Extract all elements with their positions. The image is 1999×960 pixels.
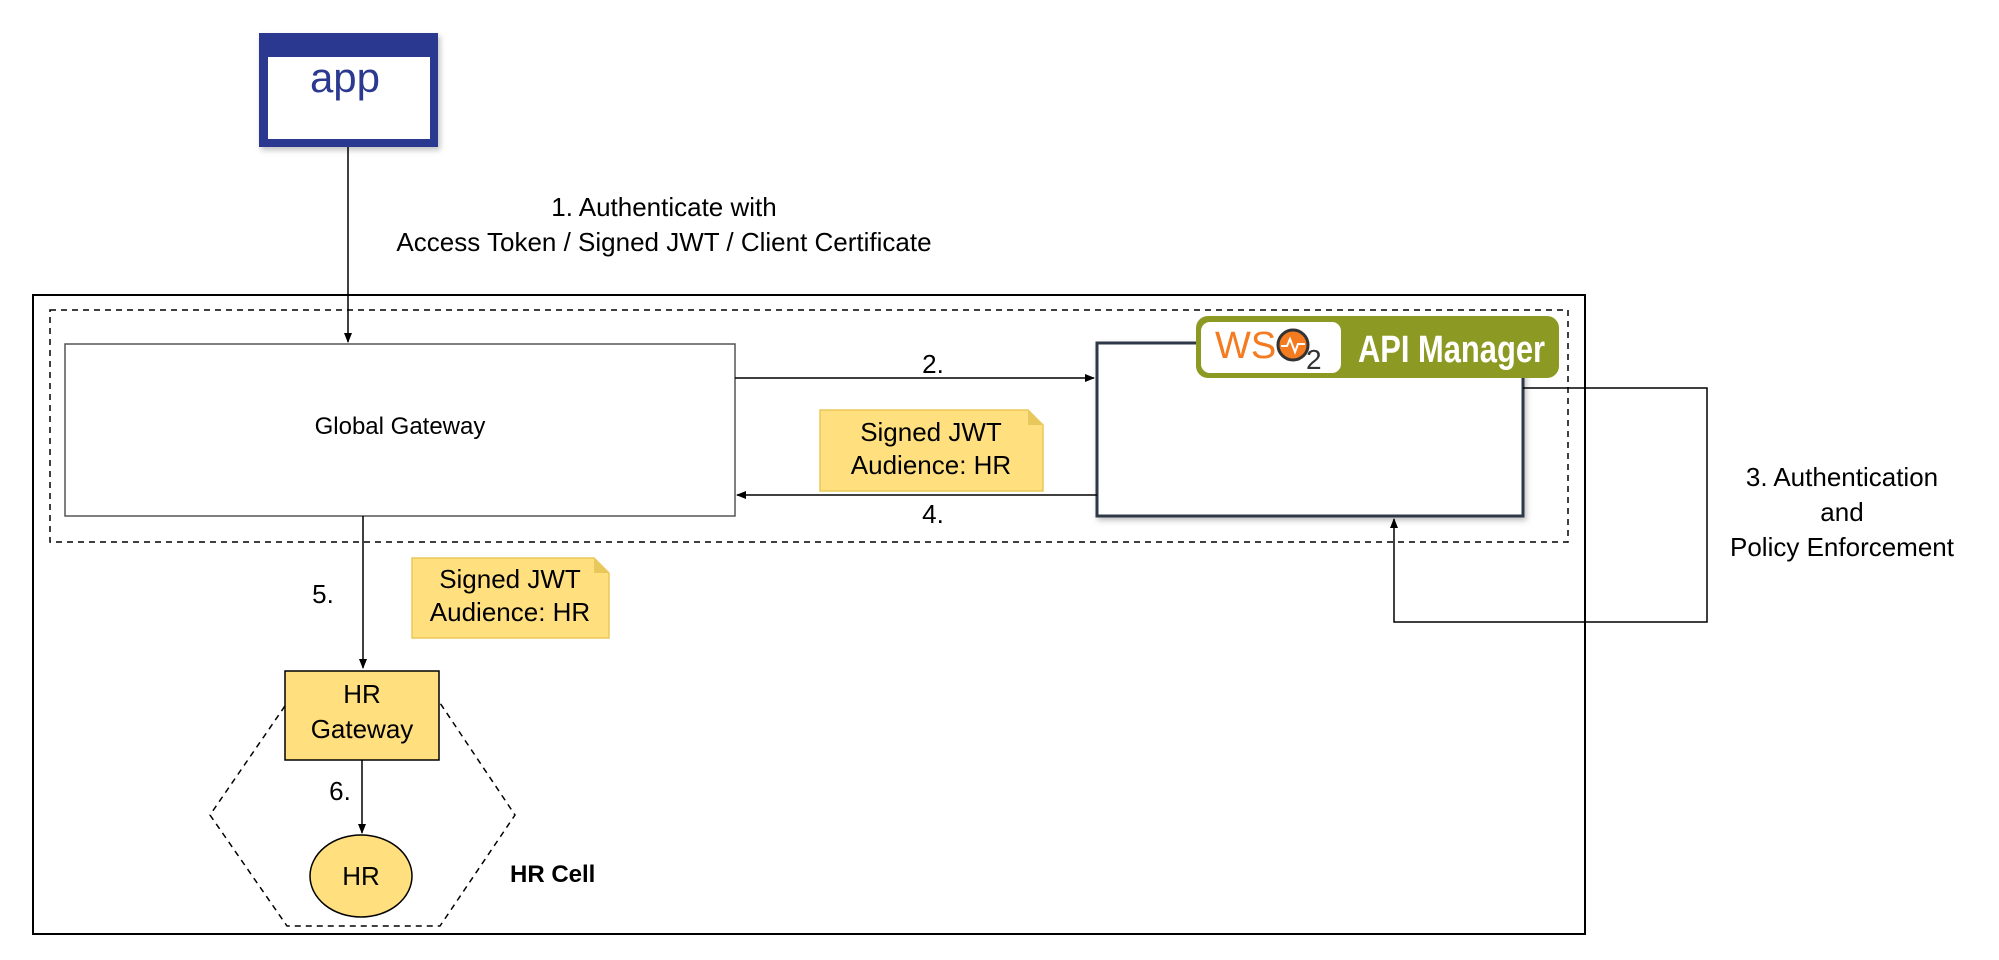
step2-label: 2.	[922, 349, 944, 379]
hr-service-circle	[309, 834, 413, 918]
hr-gateway-box	[284, 670, 440, 761]
note-top-fold	[1028, 410, 1043, 425]
arrow-step3-loop	[1390, 387, 1708, 623]
step1-label-line2: Access Token / Signed JWT / Client Certi…	[396, 227, 931, 257]
note-bottom-fold	[594, 558, 609, 573]
note-bottom-line2: Audience: HR	[430, 597, 590, 627]
step3-label-line2: and	[1820, 497, 1863, 527]
wso2-brand-ws: WS	[1215, 325, 1276, 367]
step3-label-line1: 3. Authentication	[1746, 462, 1938, 492]
app-label: app	[310, 54, 380, 101]
hr-service-label: HR	[342, 861, 380, 891]
app-box	[259, 33, 438, 147]
step6-label: 6.	[329, 776, 351, 806]
note-bottom-shape	[411, 557, 610, 639]
note-top-line1: Signed JWT	[860, 417, 1002, 447]
hr-gateway-line2: Gateway	[311, 714, 414, 744]
hr-cell-hexagon	[209, 702, 516, 927]
note-top-shape	[819, 409, 1044, 492]
hr-cell-label: HR Cell	[510, 861, 595, 888]
wso2-heartbeat-icon	[1281, 336, 1305, 355]
step5-label: 5.	[312, 579, 334, 609]
note-top-line2: Audience: HR	[851, 450, 1011, 480]
step4-label: 4.	[922, 499, 944, 529]
global-gateway-label: Global Gateway	[315, 413, 486, 440]
hr-gateway-line1: HR	[343, 679, 381, 709]
global-gateway-box	[64, 343, 736, 517]
outer-boundary-box	[32, 294, 1586, 935]
step3-label-line3: Policy Enforcement	[1730, 532, 1955, 562]
wso2-brand-2: 2	[1306, 344, 1322, 375]
step1-label-line1: 1. Authenticate with	[551, 192, 776, 222]
gateway-zone-dashed-box	[49, 309, 1569, 543]
note-bottom-line1: Signed JWT	[439, 564, 581, 594]
api-manager-title: API Manager	[1358, 329, 1545, 371]
